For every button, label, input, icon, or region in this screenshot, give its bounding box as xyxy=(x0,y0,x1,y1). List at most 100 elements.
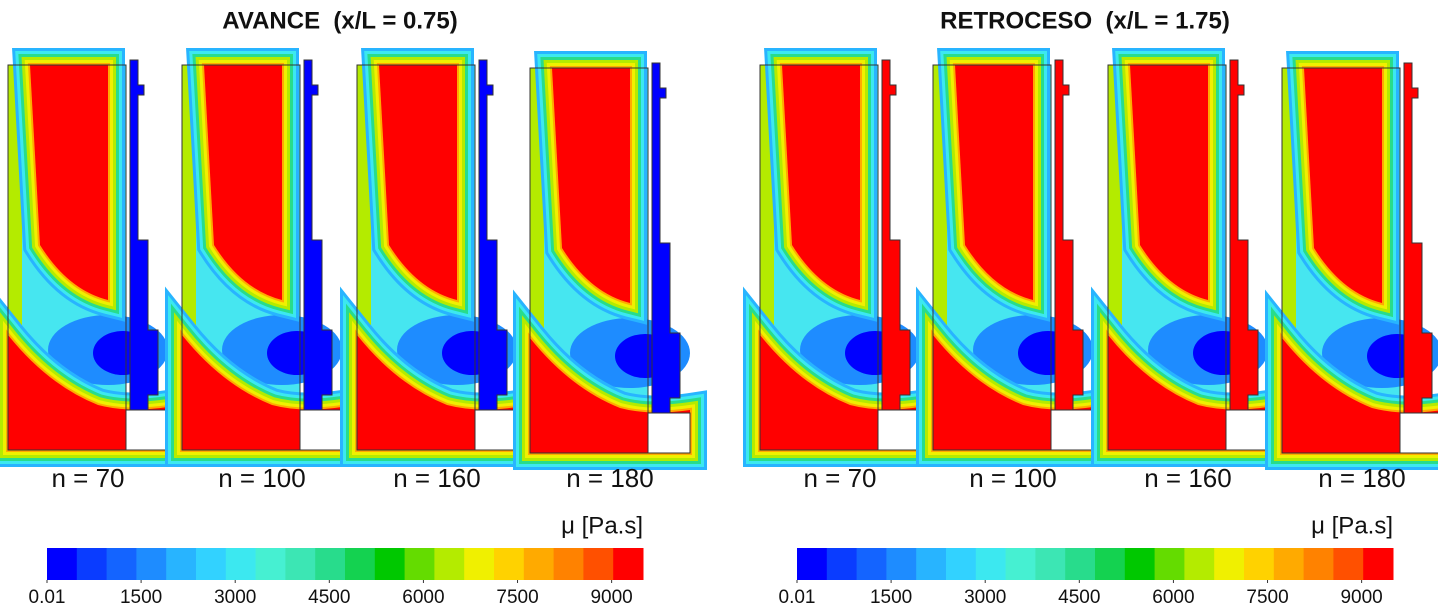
panel-label: n = 180 xyxy=(566,463,653,493)
colorbar-tick-label: 1500 xyxy=(120,587,162,608)
frame xyxy=(7,64,127,451)
panel-label: n = 160 xyxy=(1144,463,1231,493)
colorbar-swatch xyxy=(136,548,167,580)
figure-title: AVANCE (x/L = 0.75) xyxy=(222,7,457,34)
colorbar-tick-label: 6000 xyxy=(402,587,444,608)
panel-label: n = 180 xyxy=(1318,463,1405,493)
colorbar-swatch xyxy=(255,548,286,580)
colorbar-swatch xyxy=(1244,548,1275,580)
colorbar-swatch xyxy=(196,548,227,580)
colorbar-swatch xyxy=(1095,548,1126,580)
colorbar-tick-label: 7500 xyxy=(1246,587,1288,608)
stator-geometry xyxy=(1225,409,1269,451)
rotor-geometry xyxy=(1403,62,1433,414)
high-viscosity-top xyxy=(379,65,457,300)
colorbar-swatch xyxy=(1065,548,1096,580)
colorbar-tick-label: 0.01 xyxy=(29,587,66,608)
colorbar-tick-label: 9000 xyxy=(590,587,632,608)
contour-panel xyxy=(916,48,1110,467)
stator-geometry xyxy=(299,409,343,451)
colorbar-swatch xyxy=(345,548,376,580)
colorbar-swatch xyxy=(613,548,644,580)
high-viscosity-top xyxy=(30,65,108,300)
contour-panel xyxy=(743,48,937,467)
colorbar-tick-label: 4500 xyxy=(308,587,350,608)
colorbar-swatch xyxy=(583,548,614,580)
colorbar-swatch xyxy=(1184,548,1215,580)
contour-panel xyxy=(340,48,534,467)
high-viscosity-top xyxy=(552,68,630,303)
colorbar-tick-label: 3000 xyxy=(214,587,256,608)
colorbar-swatch xyxy=(975,548,1007,580)
colorbar-swatch xyxy=(553,548,584,580)
contour-panel xyxy=(1265,51,1438,470)
colorbar-swatch xyxy=(225,548,257,580)
high-viscosity-top xyxy=(204,65,282,300)
rotor-geometry xyxy=(1229,59,1259,411)
colorbar-swatch xyxy=(166,548,197,580)
colorbar-tick-label: 7500 xyxy=(496,587,538,608)
stator-geometry xyxy=(647,412,691,454)
colorbar-swatch xyxy=(1333,548,1364,580)
colorbar-swatch xyxy=(76,548,108,580)
frame xyxy=(529,67,649,454)
contour-panel xyxy=(513,51,707,470)
colorbar-swatch xyxy=(464,548,495,580)
colorbar-swatch xyxy=(886,548,917,580)
contour-panel xyxy=(1091,48,1285,467)
high-viscosity-top xyxy=(955,65,1033,300)
colorbar-swatch xyxy=(1154,548,1185,580)
stator-geometry xyxy=(474,409,518,451)
colorbar-tick-label: 3000 xyxy=(964,587,1006,608)
high-viscosity-top xyxy=(1130,65,1208,300)
colorbar-tick-label: 9000 xyxy=(1340,587,1382,608)
colorbar-swatch xyxy=(47,548,78,580)
frame xyxy=(1281,67,1401,454)
colorbar-swatch xyxy=(494,548,525,580)
panel-label: n = 70 xyxy=(51,463,124,493)
colorbar-tick-label: 1500 xyxy=(870,587,912,608)
stator-geometry xyxy=(1399,412,1438,454)
colorbar-swatch xyxy=(916,548,947,580)
colorbar-swatch xyxy=(797,548,828,580)
panel-label: n = 160 xyxy=(393,463,480,493)
panel-label: n = 100 xyxy=(218,463,305,493)
frame xyxy=(181,64,301,451)
rotor-geometry xyxy=(881,59,911,411)
colorbar-swatch xyxy=(106,548,137,580)
colorbar-tick-label: 4500 xyxy=(1058,587,1100,608)
colorbar-swatch xyxy=(434,548,465,580)
frame xyxy=(759,64,879,451)
colorbar-swatch xyxy=(1303,548,1334,580)
colorbar-swatch xyxy=(1363,548,1394,580)
frame xyxy=(932,64,1052,451)
frame xyxy=(356,64,476,451)
figure-title: RETROCESO (x/L = 1.75) xyxy=(940,7,1230,34)
colorbar-swatch xyxy=(523,548,555,580)
panel-label: n = 100 xyxy=(969,463,1056,493)
colorbar-swatch xyxy=(1035,548,1066,580)
rotor-geometry xyxy=(303,59,333,411)
colorbar-swatch xyxy=(374,548,406,580)
rotor-geometry xyxy=(129,59,159,411)
colorbar-swatch xyxy=(946,548,977,580)
colorbar-swatch xyxy=(404,548,435,580)
stator-geometry xyxy=(1050,409,1094,451)
stator-geometry xyxy=(125,409,169,451)
high-viscosity-top xyxy=(782,65,860,300)
colorbar-swatch xyxy=(1273,548,1305,580)
panel-label: n = 70 xyxy=(803,463,876,493)
colorbar-swatch xyxy=(1124,548,1156,580)
rotor-geometry xyxy=(651,62,681,414)
rotor-geometry xyxy=(478,59,508,411)
high-viscosity-bottom xyxy=(1282,338,1438,453)
stator-geometry xyxy=(877,409,921,451)
colorbar-swatch xyxy=(1214,548,1245,580)
colorbar-label: μ [Pa.s] xyxy=(1311,512,1393,539)
frame xyxy=(1107,64,1227,451)
contour-panel xyxy=(0,48,185,467)
colorbar-tick-label: 6000 xyxy=(1152,587,1194,608)
colorbar-label: μ [Pa.s] xyxy=(561,512,643,539)
colorbar-swatch xyxy=(856,548,887,580)
